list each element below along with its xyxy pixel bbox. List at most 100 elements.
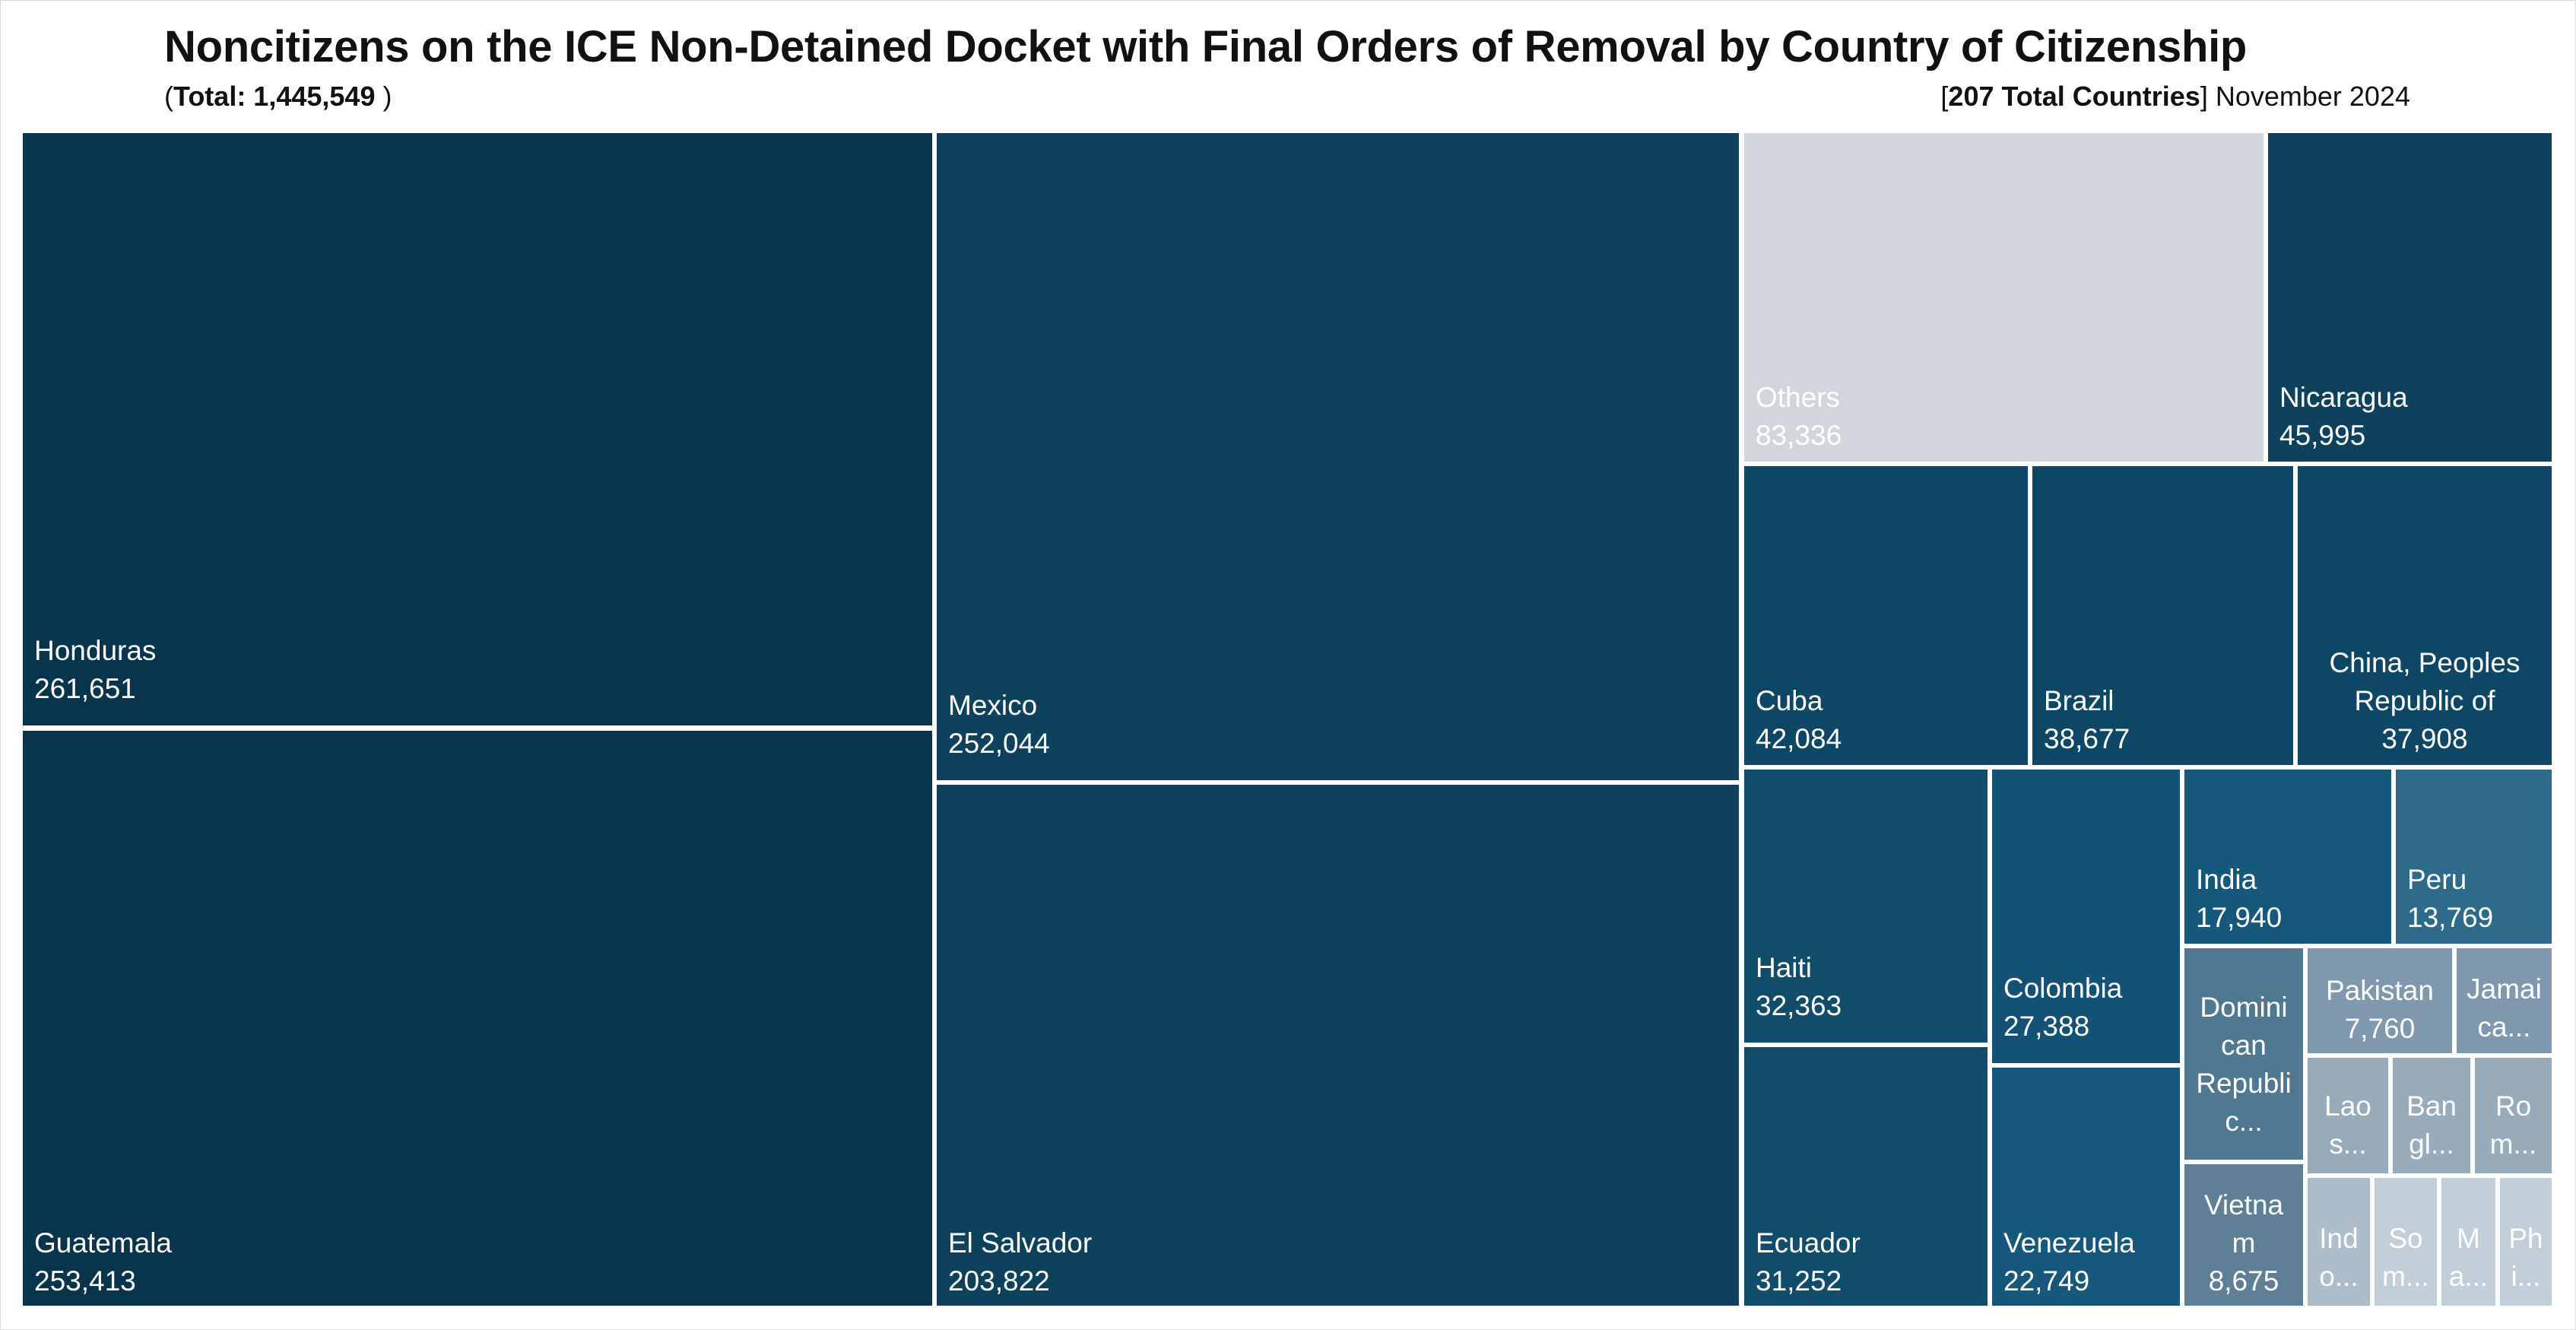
treemap-cell-china-peoples-republic-of: China, Peoples Republic of 37,908 <box>2298 466 2552 765</box>
treemap-rect-india <box>2184 770 2391 944</box>
data-label-dominican-republic-name-0: Domini <box>2200 992 2287 1023</box>
treemap-cell-el-salvador: El Salvador 203,822 <box>937 785 1739 1306</box>
treemap-rect-somalia <box>2375 1178 2437 1306</box>
treemap-rect-honduras <box>23 133 932 725</box>
data-label-brazil-name-0: Brazil <box>2044 685 2114 716</box>
data-label-philippines-name-1: i... <box>2511 1261 2540 1292</box>
data-label-romania-name-1: m... <box>2490 1128 2537 1160</box>
treemap-cell-pakistan: Pakistan 7,760 <box>2308 948 2452 1053</box>
treemap-rect-venezuela <box>1992 1068 2180 1306</box>
data-label-brazil-value: 38,677 <box>2044 723 2130 754</box>
treemap-rect-jamaica <box>2457 948 2552 1053</box>
data-label-mexico-name-0: Mexico <box>948 690 1037 721</box>
data-label-mauritania-name-1: a... <box>2449 1261 2488 1292</box>
data-label-guatemala-name-0: Guatemala <box>34 1227 172 1259</box>
data-label-el-salvador-value: 203,822 <box>948 1265 1050 1297</box>
treemap-rect-laos <box>2308 1058 2388 1173</box>
data-label-ecuador-value: 31,252 <box>1756 1265 1842 1297</box>
countries-open-bracket: [ <box>1940 81 1949 112</box>
total-subtitle: (Total: 1,445,549 ) <box>164 81 392 113</box>
total-close-paren: ) <box>375 81 392 112</box>
treemap-cell-honduras: Honduras 261,651 <box>23 133 932 725</box>
data-label-philippines-name-0: Ph <box>2508 1223 2543 1254</box>
data-label-bangladesh-name-1: gl... <box>2409 1128 2454 1160</box>
data-label-vietnam-value: 8,675 <box>2209 1265 2279 1297</box>
data-label-pakistan-name-0: Pakistan <box>2326 975 2434 1006</box>
treemap-cell-colombia: Colombia 27,388 <box>1992 770 2180 1063</box>
treemap-rect-china-peoples-republic-of <box>2298 466 2552 765</box>
data-label-honduras-name-0: Honduras <box>34 635 156 666</box>
treemap-rect-brazil <box>2032 466 2293 765</box>
total-open-paren: ( <box>164 81 173 112</box>
treemap-rect-haiti <box>1744 770 1988 1043</box>
treemap-rect-ecuador <box>1744 1047 1988 1306</box>
treemap-cell-indonesia: Ind o... <box>2308 1178 2370 1306</box>
data-label-pakistan-value: 7,760 <box>2345 1013 2416 1044</box>
data-label-somalia-name-1: m... <box>2382 1261 2429 1292</box>
countries-close-bracket: ] <box>2200 81 2208 112</box>
treemap-cell-somalia: So m... <box>2375 1178 2437 1306</box>
countries-date-label: [207 Total Countries] November 2024 <box>1940 81 2410 113</box>
treemap-cell-others: Others 83,336 <box>1744 133 2264 462</box>
data-label-laos-name-1: s... <box>2329 1128 2366 1160</box>
treemap-cell-venezuela: Venezuela 22,749 <box>1992 1068 2180 1306</box>
treemap-cell-dominican-republic: Domini can Republi c... <box>2184 948 2303 1160</box>
report-date: November 2024 <box>2207 81 2410 112</box>
data-label-vietnam-name-0: Vietna <box>2204 1189 2284 1220</box>
treemap-cell-peru: Peru 13,769 <box>2396 770 2552 944</box>
data-label-peru-name-0: Peru <box>2407 864 2467 895</box>
data-label-others-name-0: Others <box>1756 382 1840 413</box>
treemap-cell-haiti: Haiti 32,363 <box>1744 770 1988 1043</box>
treemap-rect-mauritania <box>2441 1178 2495 1306</box>
data-label-honduras-value: 261,651 <box>34 673 136 704</box>
data-label-ecuador-name-0: Ecuador <box>1756 1227 1861 1259</box>
data-label-haiti-value: 32,363 <box>1756 990 1842 1021</box>
treemap-rect-cuba <box>1744 466 2028 765</box>
treemap-cell-jamaica: Jamai ca... <box>2457 948 2552 1053</box>
data-label-cuba-name-0: Cuba <box>1756 685 1823 716</box>
data-label-el-salvador-name-0: El Salvador <box>948 1227 1092 1259</box>
data-label-vietnam-name-1: m <box>2232 1227 2256 1259</box>
treemap-rect-nicaragua <box>2268 133 2552 462</box>
treemap-cell-mexico: Mexico 252,044 <box>937 133 1739 780</box>
data-label-indonesia-name-0: Ind <box>2319 1223 2358 1254</box>
treemap-cell-guatemala: Guatemala 253,413 <box>23 731 932 1306</box>
data-label-cuba-value: 42,084 <box>1756 723 1842 754</box>
treemap-rect-romania <box>2475 1058 2552 1173</box>
treemap-rect-philippines <box>2500 1178 2552 1306</box>
data-label-dominican-republic-name-1: can <box>2221 1030 2267 1061</box>
data-label-china-peoples-republic-of-value: 37,908 <box>2381 723 2467 754</box>
treemap-cell-bangladesh: Ban gl... <box>2393 1058 2470 1173</box>
treemap-rect-indonesia <box>2308 1178 2370 1306</box>
data-label-romania-name-0: Ro <box>2495 1090 2531 1122</box>
data-label-jamaica-name-0: Jamai <box>2467 973 2542 1005</box>
treemap-cell-romania: Ro m... <box>2475 1058 2552 1173</box>
data-label-venezuela-value: 22,749 <box>2003 1265 2089 1297</box>
treemap-cell-india: India 17,940 <box>2184 770 2391 944</box>
data-label-mauritania-name-0: M <box>2457 1223 2480 1254</box>
treemap-rect-guatemala <box>23 731 932 1306</box>
treemap-cell-brazil: Brazil 38,677 <box>2032 466 2293 765</box>
data-label-nicaragua-name-0: Nicaragua <box>2279 382 2408 413</box>
treemap-cell-ecuador: Ecuador 31,252 <box>1744 1047 1988 1306</box>
data-label-guatemala-value: 253,413 <box>34 1265 136 1297</box>
treemap-cell-nicaragua: Nicaragua 45,995 <box>2268 133 2552 462</box>
treemap-rect-colombia <box>1992 770 2180 1063</box>
total-countries-label: 207 Total Countries <box>1948 81 2200 112</box>
data-label-laos-name-0: Lao <box>2324 1090 2371 1122</box>
total-label: Total: 1,445,549 <box>173 81 376 112</box>
treemap-cell-cuba: Cuba 42,084 <box>1744 466 2028 765</box>
data-label-dominican-republic-name-3: c... <box>2225 1106 2262 1137</box>
treemap-rect-dominican-republic <box>2184 948 2303 1160</box>
treemap-cell-philippines: Ph i... <box>2500 1178 2552 1306</box>
data-label-somalia-name-0: So <box>2388 1223 2422 1254</box>
treemap-rect-mexico <box>937 133 1739 780</box>
data-label-indonesia-name-1: o... <box>2319 1261 2358 1292</box>
treemap-cell-mauritania: Ma... <box>2441 1178 2495 1306</box>
data-label-others-value: 83,336 <box>1756 420 1842 451</box>
data-label-china-peoples-republic-of-name-0: China, Peoples <box>2330 647 2520 678</box>
treemap-cell-laos: Lao s... <box>2308 1058 2388 1173</box>
data-label-mexico-value: 252,044 <box>948 728 1050 759</box>
data-label-peru-value: 13,769 <box>2407 902 2493 933</box>
